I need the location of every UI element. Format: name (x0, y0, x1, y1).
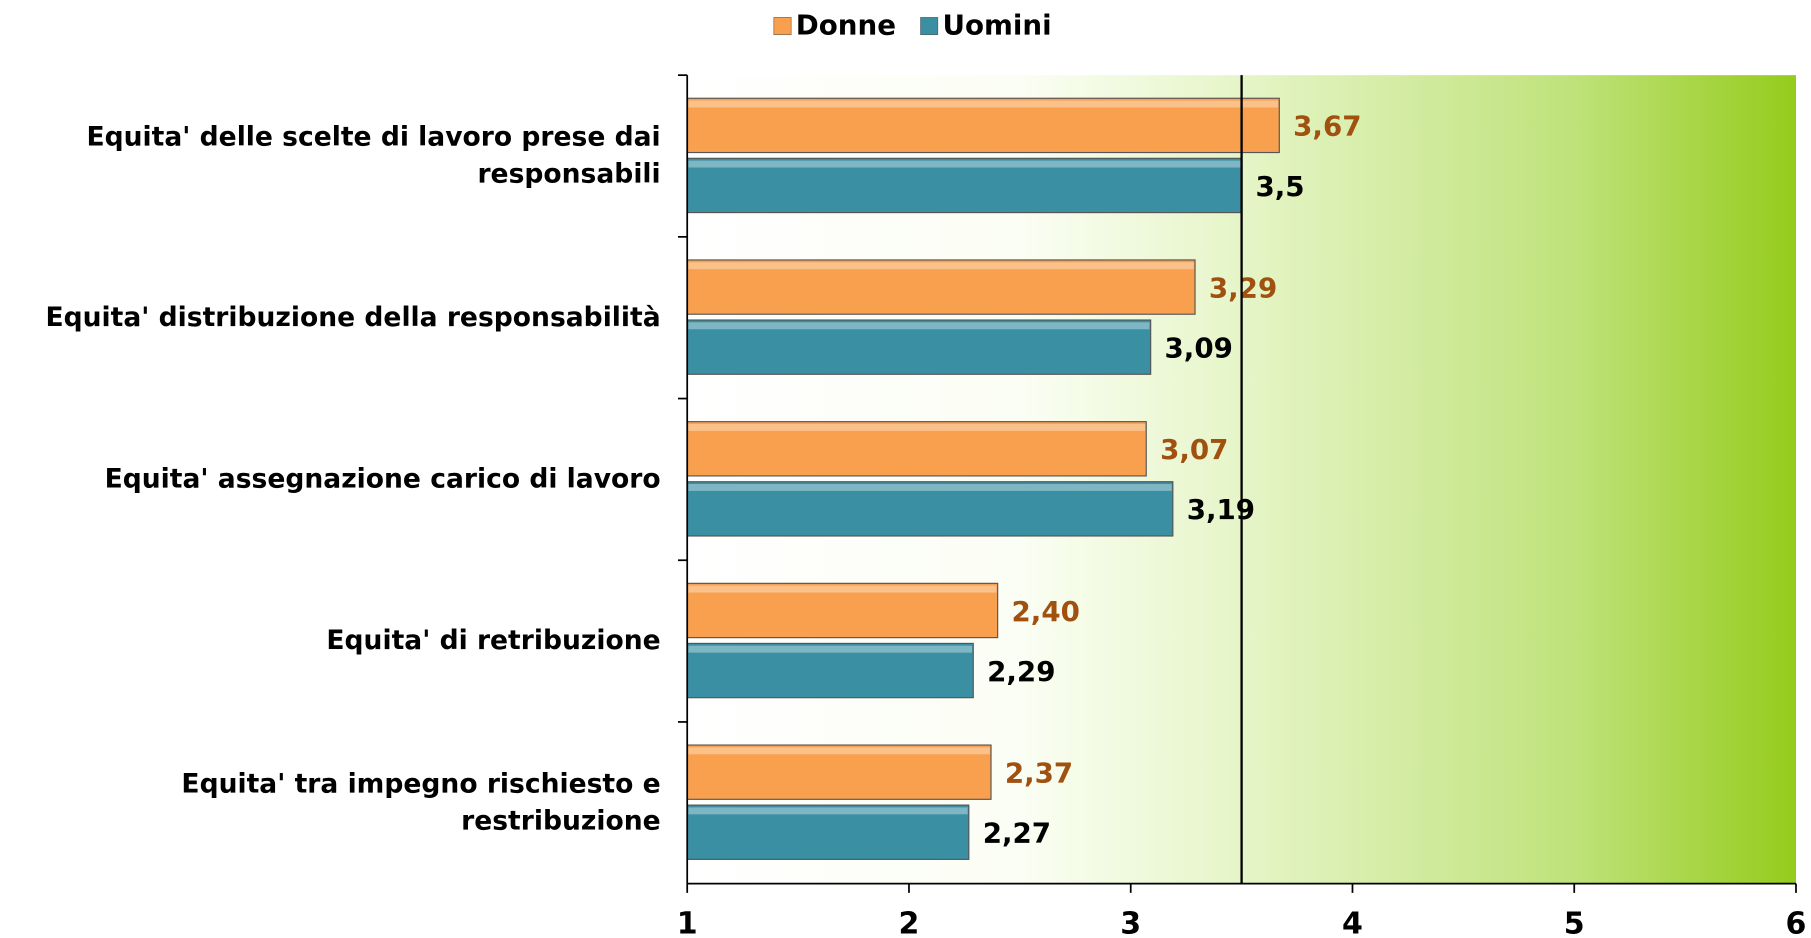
category-label: Equita' distribuzione della responsabili… (45, 302, 661, 333)
legend-label: Donne (796, 9, 896, 42)
x-tick-label: 2 (899, 907, 920, 938)
x-tick-label: 3 (1120, 907, 1141, 938)
value-label: 2,37 (1005, 756, 1073, 789)
category-label: Equita' di retribuzione (326, 625, 661, 656)
bar-highlight (688, 262, 1194, 270)
bar-highlight (688, 585, 997, 593)
bar-highlight (688, 100, 1279, 108)
category-label-box: Equita' tra impegno rischiesto e restrib… (181, 769, 661, 837)
value-label: 3,09 (1165, 331, 1233, 364)
value-label: 3,67 (1293, 110, 1361, 143)
value-label: 3,07 (1160, 433, 1228, 466)
category-label-box: Equita' distribuzione della responsabili… (45, 302, 661, 333)
value-label: 3,19 (1187, 493, 1255, 526)
value-label: 3,29 (1209, 271, 1277, 304)
bar (686, 421, 1147, 477)
legend-swatch (920, 17, 939, 36)
value-label: 2,29 (987, 655, 1055, 688)
bar-highlight (688, 322, 1150, 330)
x-tick-label: 6 (1786, 907, 1807, 938)
x-tick-label: 1 (677, 907, 698, 938)
bar-highlight (688, 484, 1172, 491)
x-tick-label: 5 (1564, 907, 1585, 938)
bar-highlight (688, 645, 973, 653)
bar (686, 582, 999, 639)
category-label-box: Equita' di retribuzione (326, 625, 661, 656)
bar (686, 481, 1174, 537)
category-label-box: Equita' assegnazione carico di lavoro (104, 464, 661, 495)
category-label: Equita' assegnazione carico di lavoro (104, 464, 661, 495)
bar-highlight (688, 423, 1146, 431)
legend-label: Uomini (942, 9, 1051, 42)
bar (686, 259, 1196, 315)
bar-highlight (688, 160, 1241, 168)
legend-swatch (773, 17, 792, 36)
category-label: Equita' tra impegno rischiesto e restrib… (181, 769, 661, 837)
category-label-box: Equita' delle scelte di lavoro prese dai… (86, 122, 661, 190)
value-label: 2,27 (983, 817, 1051, 850)
bar (686, 157, 1243, 214)
category-label: Equita' delle scelte di lavoro prese dai… (86, 122, 661, 190)
bar (686, 642, 974, 699)
bar-highlight (688, 747, 990, 755)
bar-highlight (688, 807, 968, 815)
bar (686, 319, 1152, 375)
x-tick-label: 4 (1342, 907, 1363, 938)
value-label: 2,40 (1012, 595, 1080, 628)
bar (686, 744, 992, 800)
value-label: 3,5 (1255, 170, 1304, 203)
bar (686, 804, 970, 860)
bar (686, 97, 1280, 154)
